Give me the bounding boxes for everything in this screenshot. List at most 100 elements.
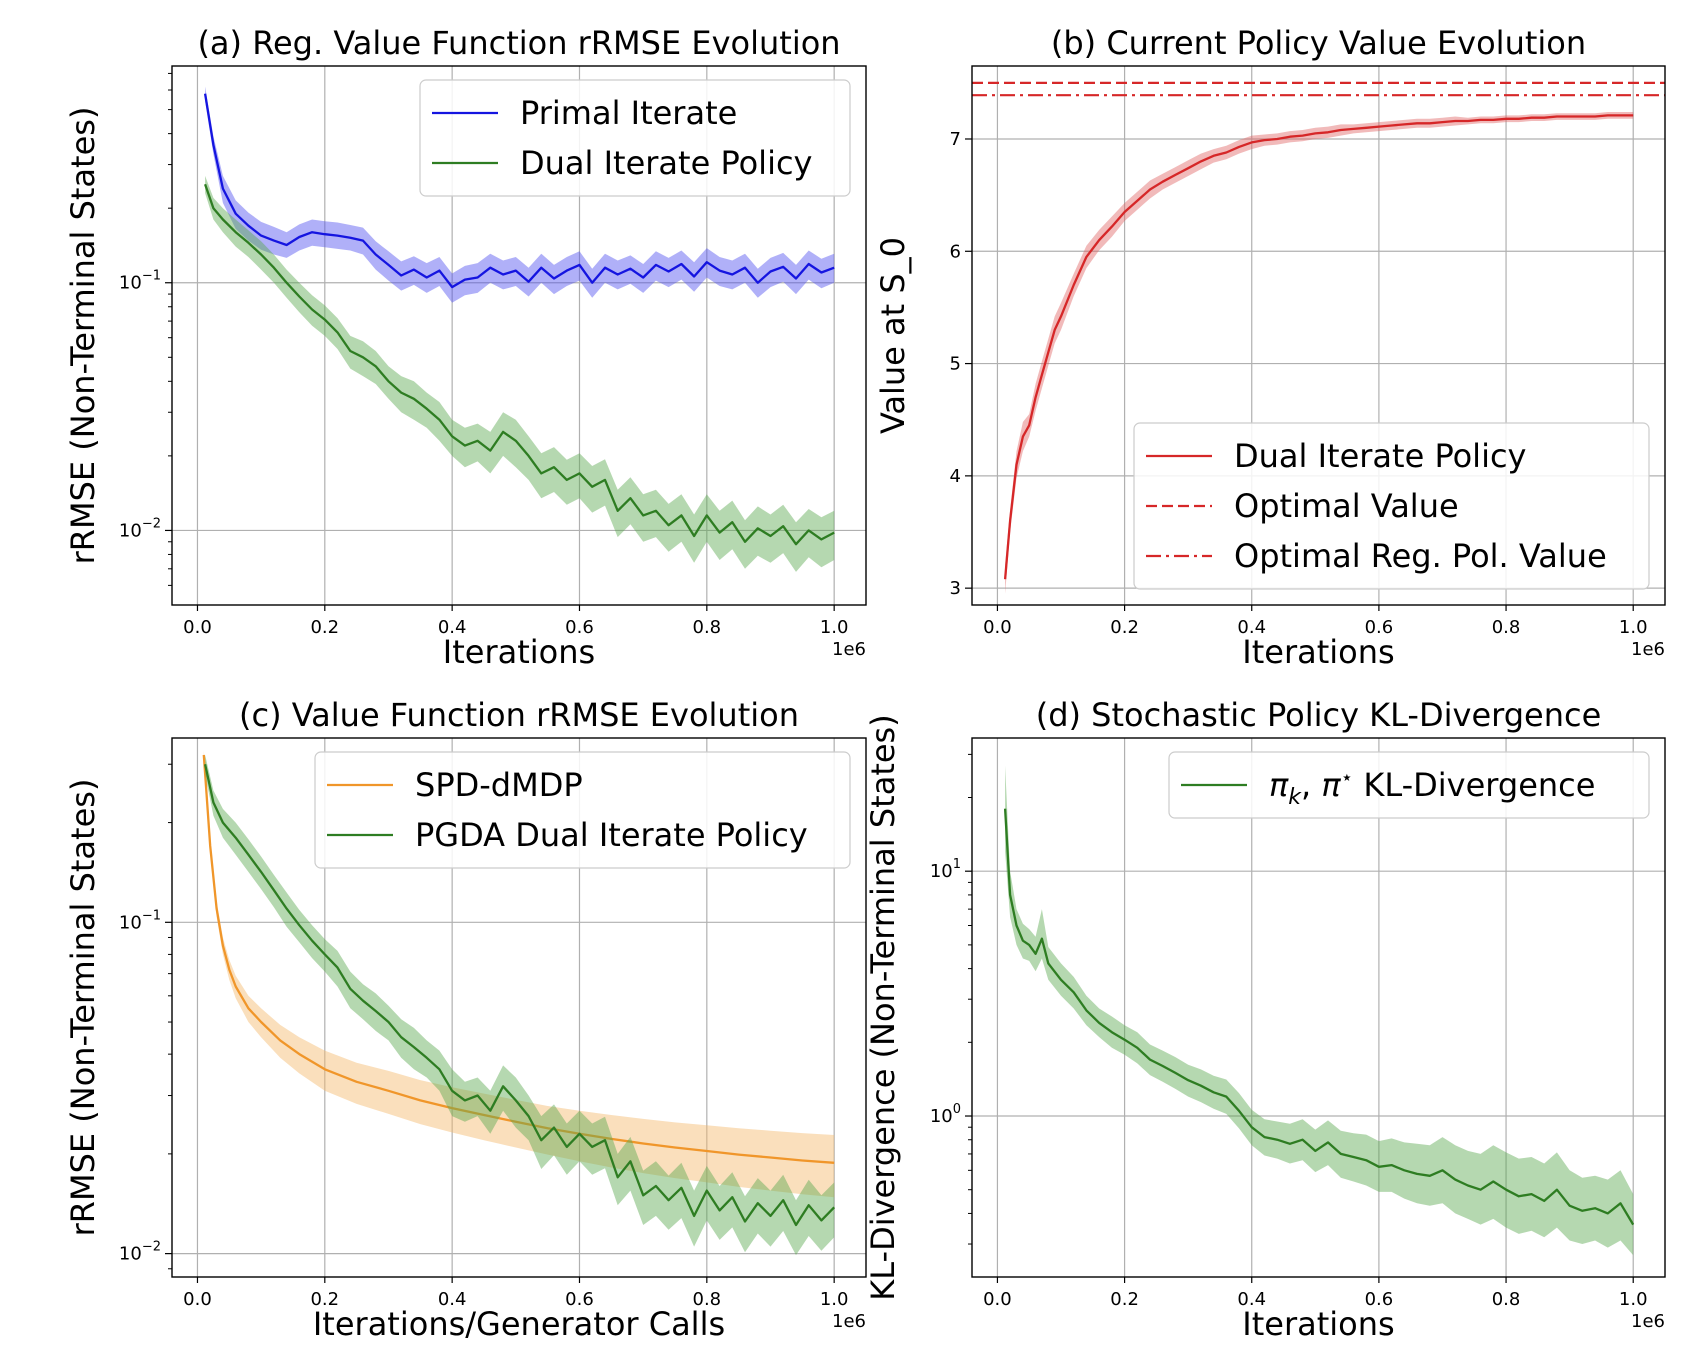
y-tick-exponent: −2 bbox=[142, 1240, 161, 1255]
x-tick-label: 0.8 bbox=[1492, 617, 1521, 638]
y-tick-base: 10 bbox=[119, 1244, 142, 1265]
confidence-band bbox=[205, 754, 835, 1256]
x-tick-label: 0.4 bbox=[1237, 617, 1266, 638]
y-tick-label: 5 bbox=[950, 354, 961, 375]
x-tick-label: 0.6 bbox=[565, 617, 594, 638]
y-tick-label: 10−2 bbox=[119, 516, 161, 541]
x-tick-label: 1.0 bbox=[820, 1289, 849, 1310]
series-line bbox=[1003, 808, 1635, 1226]
chart-title: (d) Stochastic Policy KL-Divergence bbox=[1036, 696, 1602, 734]
y-axis-label: rRMSE (Non-Terminal States) bbox=[64, 779, 102, 1237]
x-axis-label: Iterations bbox=[443, 633, 595, 671]
series-line bbox=[1003, 114, 1634, 580]
x-offset-label: 1e6 bbox=[1631, 639, 1665, 660]
plot-content bbox=[203, 86, 835, 572]
legend-box bbox=[314, 751, 851, 869]
y-tick-exponent: −1 bbox=[142, 908, 161, 923]
legend: πk, π⋆ KL-Divergence bbox=[1168, 751, 1650, 819]
plot-content bbox=[972, 81, 1665, 594]
y-tick-label: 3 bbox=[950, 578, 961, 599]
x-tick-label: 0.0 bbox=[983, 1289, 1012, 1310]
legend-label: Primal Iterate bbox=[520, 94, 737, 132]
confidence-band bbox=[205, 86, 835, 303]
x-offset-label: 1e6 bbox=[832, 639, 866, 660]
legend: SPD-dMDP PGDA Dual Iterate Policy bbox=[314, 751, 851, 869]
legend-label-part: π bbox=[1321, 766, 1341, 804]
y-tick-label: 101 bbox=[930, 857, 961, 882]
axes-frame bbox=[971, 737, 1666, 1278]
series-line bbox=[202, 754, 835, 1164]
chart-title: (c) Value Function rRMSE Evolution bbox=[239, 696, 799, 734]
legend-label-part: , bbox=[1301, 766, 1321, 804]
legend-label: πk, π⋆ KL-Divergence bbox=[1269, 765, 1595, 810]
confidence-band bbox=[203, 750, 835, 1198]
panel-c: 0.0 0.2 0.4 0.6 0.8 1.010−210−1(c) Value Func… bbox=[64, 696, 867, 1343]
x-tick-label: 0.0 bbox=[183, 1289, 212, 1310]
x-tick-label: 0.2 bbox=[1110, 617, 1139, 638]
x-tick-label: 0.0 bbox=[183, 617, 212, 638]
legend-label-part: k bbox=[1288, 785, 1302, 810]
legend-label-part: π bbox=[1269, 766, 1289, 804]
x-offset-label: 1e6 bbox=[1631, 1311, 1665, 1332]
chart-title: (a) Reg. Value Function rRMSE Evolution bbox=[197, 24, 840, 62]
y-tick-label: 7 bbox=[950, 129, 961, 150]
x-tick-label: 1.0 bbox=[1619, 1289, 1648, 1310]
y-tick-label: 10−1 bbox=[119, 269, 161, 294]
x-axis-label: Iterations bbox=[1242, 1305, 1394, 1343]
y-tick-exponent: 0 bbox=[953, 1102, 961, 1117]
y-tick-exponent: −2 bbox=[142, 516, 161, 531]
y-axis-label: Value at S_0 bbox=[874, 237, 912, 434]
legend-label: PGDA Dual Iterate Policy bbox=[415, 816, 808, 854]
y-tick-base: 10 bbox=[119, 273, 142, 294]
y-tick-exponent: −1 bbox=[142, 269, 161, 284]
y-axis-label: KL-Divergence (Non-Terminal States) bbox=[864, 714, 902, 1300]
x-offset-label: 1e6 bbox=[832, 1311, 866, 1332]
panel-a: 0.0 0.2 0.4 0.6 0.8 1.010−210−1(a) Reg. Value… bbox=[64, 24, 867, 671]
x-tick-label: 1.0 bbox=[820, 617, 849, 638]
x-tick-label: 0.6 bbox=[1365, 1289, 1394, 1310]
legend-box bbox=[1168, 751, 1650, 819]
chart-title: (b) Current Policy Value Evolution bbox=[1051, 24, 1586, 62]
x-tick-label: 1.0 bbox=[1619, 617, 1648, 638]
panel-b: 0.0 0.2 0.4 0.6 0.8 1.0 3 4 5 6 7 (b) Current Polic… bbox=[874, 24, 1666, 671]
y-tick-exponent: 1 bbox=[953, 857, 961, 872]
plot-content bbox=[1003, 765, 1635, 1256]
x-tick-label: 0.4 bbox=[1237, 1289, 1266, 1310]
y-tick-base: 10 bbox=[930, 1106, 953, 1127]
x-tick-label: 0.2 bbox=[1110, 1289, 1139, 1310]
x-tick-label: 0.8 bbox=[1492, 1289, 1521, 1310]
axes-frame bbox=[171, 65, 867, 606]
y-tick-label: 4 bbox=[950, 466, 961, 487]
axes-frame bbox=[971, 65, 1666, 606]
legend-label: Dual Iterate Policy bbox=[1234, 437, 1526, 475]
x-tick-label: 0.6 bbox=[1365, 617, 1394, 638]
y-tick-label: 10−2 bbox=[119, 1240, 161, 1265]
plot-content bbox=[202, 750, 836, 1256]
y-tick-label: 6 bbox=[950, 241, 961, 262]
y-tick-base: 10 bbox=[119, 520, 142, 541]
legend-label: SPD-dMDP bbox=[415, 766, 583, 804]
legend: Dual Iterate Policy Optimal Value Optimal … bbox=[1133, 422, 1650, 590]
y-tick-base: 10 bbox=[930, 861, 953, 882]
x-tick-label: 0.6 bbox=[565, 1289, 594, 1310]
x-tick-label: 0.2 bbox=[310, 1289, 339, 1310]
x-tick-label: 0.4 bbox=[438, 1289, 467, 1310]
x-axis-label: Iterations/Generator Calls bbox=[313, 1305, 725, 1343]
series-line bbox=[204, 183, 835, 546]
plot-area bbox=[972, 738, 1665, 1277]
legend-label-part: KL-Divergence bbox=[1353, 766, 1595, 804]
legend-box bbox=[419, 79, 851, 197]
x-axis-label: Iterations bbox=[1242, 633, 1394, 671]
series-line bbox=[203, 93, 835, 289]
legend-label: Dual Iterate Policy bbox=[520, 144, 812, 182]
legend: Primal Iterate Dual Iterate Policy bbox=[419, 79, 851, 197]
x-tick-label: 0.8 bbox=[693, 1289, 722, 1310]
x-tick-label: 0.8 bbox=[693, 617, 722, 638]
x-tick-label: 0.4 bbox=[438, 617, 467, 638]
y-tick-label: 10−1 bbox=[119, 908, 161, 933]
confidence-band bbox=[205, 175, 835, 572]
x-tick-label: 0.0 bbox=[983, 617, 1012, 638]
axes-frame bbox=[171, 737, 867, 1278]
